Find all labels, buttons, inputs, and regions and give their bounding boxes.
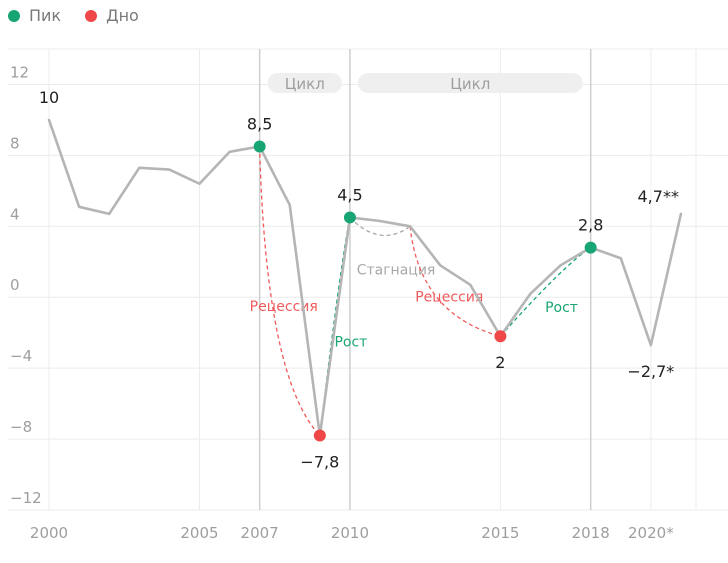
phase-label-growth: Рост: [334, 334, 367, 350]
series-line: [47, 118, 683, 437]
y-tick-label: −12: [10, 489, 42, 507]
x-tick-label: 2007: [241, 524, 279, 542]
data-label: 2: [495, 353, 505, 372]
x-tick-label: 2010: [331, 524, 369, 542]
trough-marker: [494, 330, 507, 343]
phase-label-recession: Рецессия: [415, 289, 483, 305]
phase-curve-growth: [319, 217, 351, 436]
trough-marker: [313, 429, 326, 442]
peak-dot-icon: [8, 9, 20, 22]
data-label: −2,7*: [627, 362, 674, 381]
x-tick-label: 2005: [180, 524, 218, 542]
phase-label-growth: Рост: [545, 300, 578, 316]
data-label: 8,5: [247, 115, 272, 134]
phase-curve-recession: [409, 226, 501, 337]
legend-item-trough: Дно: [85, 6, 139, 25]
peak-marker: [253, 140, 266, 153]
cycle-label: Цикл: [450, 75, 490, 93]
legend-item-peak: Пик: [8, 6, 61, 25]
legend: Пик Дно: [8, 6, 163, 25]
data-label: 4,5: [337, 185, 362, 204]
peak-marker: [343, 211, 356, 224]
x-tick-label: 2015: [481, 524, 519, 542]
peak-marker: [584, 241, 597, 254]
x-tick-label: 2018: [572, 524, 610, 542]
cycle-pill: [357, 73, 583, 93]
y-tick-label: −8: [10, 418, 32, 436]
legend-label-trough: Дно: [106, 6, 139, 25]
phase-curve-stagnation: [349, 216, 411, 237]
y-tick-label: 0: [10, 276, 20, 294]
y-tick-label: −4: [10, 347, 32, 365]
phase-label-recession: Рецессия: [250, 299, 318, 315]
data-label: −7,8: [300, 453, 339, 472]
data-label: 10: [39, 88, 59, 107]
data-label: 4,7**: [638, 187, 679, 206]
data-label: 2,8: [578, 216, 603, 235]
y-tick-label: 12: [10, 63, 29, 81]
cycle-label: Цикл: [285, 75, 325, 93]
y-tick-label: 8: [10, 134, 20, 152]
legend-label-peak: Пик: [29, 6, 62, 25]
y-tick-label: 4: [10, 205, 20, 223]
phase-label-stagnation: Стагнация: [357, 262, 436, 278]
phase-curve-growth: [499, 247, 592, 337]
phase-curve-recession: [259, 146, 321, 436]
trough-dot-icon: [85, 9, 98, 22]
x-tick-label: 2000: [30, 524, 68, 542]
x-tick-label: 2020*: [628, 524, 674, 542]
cycle-pill: [267, 73, 342, 93]
